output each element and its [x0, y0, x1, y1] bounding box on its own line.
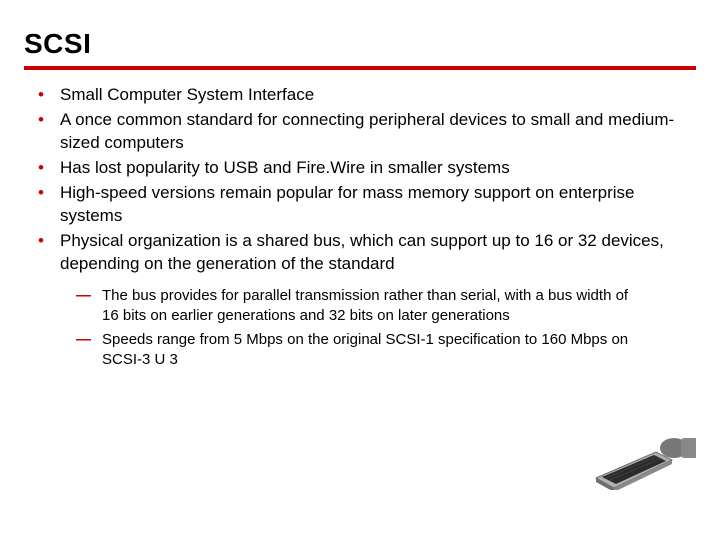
bullet-item: High-speed versions remain popular for m… [34, 182, 696, 228]
scsi-connector-icon [586, 430, 696, 490]
sub-bullet-item: Speeds range from 5 Mbps on the original… [76, 330, 696, 371]
bullet-item: A once common standard for connecting pe… [34, 109, 696, 155]
title-underline [24, 66, 696, 70]
bullet-item: Has lost popularity to USB and Fire.Wire… [34, 157, 696, 180]
bullet-item: Small Computer System Interface [34, 84, 696, 107]
bullet-list: Small Computer System Interface A once c… [24, 84, 696, 276]
bullet-item: Physical organization is a shared bus, w… [34, 230, 696, 276]
slide-container: SCSI Small Computer System Interface A o… [0, 0, 720, 395]
sub-bullet-item: The bus provides for parallel transmissi… [76, 286, 696, 327]
sub-bullet-list: The bus provides for parallel transmissi… [24, 286, 696, 371]
slide-title: SCSI [24, 28, 696, 60]
